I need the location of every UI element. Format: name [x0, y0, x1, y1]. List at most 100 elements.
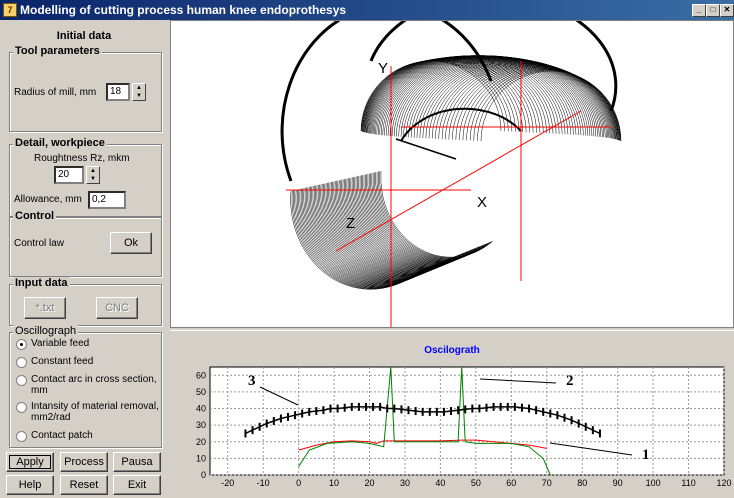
axis-z-line — [335, 110, 582, 252]
endoprosthesis-surface: Y X Z — [280, 21, 622, 327]
x-tick-label: 100 — [646, 478, 661, 488]
apply-button[interactable]: Apply — [6, 452, 54, 472]
surface-edge — [369, 21, 618, 112]
detail-workpiece-group: Detail, workpiece Roughtness Rz, mkm 20 … — [9, 137, 162, 217]
annotation-label-1: 1 — [642, 447, 650, 463]
radius-spinner[interactable]: ▲ ▼ — [132, 83, 146, 101]
radius-label: Radius of mill, mm — [14, 87, 97, 98]
title-bar: 7 Modelling of cutting process human kne… — [0, 0, 734, 20]
radio-constant-feed[interactable]: Constant feed — [16, 356, 93, 368]
x-tick-label: 110 — [681, 478, 695, 488]
y-tick-label: 50 — [196, 387, 206, 397]
mesh-line — [419, 59, 610, 138]
mesh-line — [459, 66, 619, 140]
window-title: Modelling of cutting process human knee … — [20, 3, 347, 17]
radio-contact-arc[interactable]: Contact arc in cross section, mm — [16, 374, 161, 396]
x-tick-label: 20 — [365, 478, 375, 488]
model-3d-view[interactable]: Y X Z — [170, 20, 734, 328]
annotation-leader — [259, 386, 299, 406]
mesh-line — [380, 170, 494, 258]
y-tick-label: 10 — [196, 453, 206, 463]
x-tick-label: 30 — [400, 478, 410, 488]
mesh-line — [445, 64, 617, 140]
allowance-label: Allowance, mm — [14, 194, 82, 205]
radio-dot[interactable] — [16, 375, 27, 386]
mesh-line — [379, 171, 493, 258]
y-tick-label: 0 — [201, 470, 206, 480]
mesh-line — [416, 59, 609, 138]
cnc-button[interactable]: CNC — [96, 297, 138, 319]
mesh-line — [376, 171, 490, 259]
y-tick-label: 60 — [196, 370, 206, 380]
mesh-line — [441, 63, 616, 140]
annotation-leader — [549, 442, 633, 456]
radius-input[interactable]: 18 — [106, 83, 130, 101]
surface-edge — [280, 21, 493, 182]
mesh-line — [408, 57, 605, 138]
panel-title: Initial data — [56, 30, 112, 42]
group-title: Detail, workpiece — [13, 137, 107, 149]
minimize-icon[interactable]: _ — [692, 3, 706, 17]
control-law-label: Control law — [14, 238, 65, 249]
radio-dot[interactable] — [16, 402, 27, 413]
mesh-line — [405, 57, 603, 138]
annotation-leader — [479, 378, 557, 384]
reset-button[interactable]: Reset — [60, 475, 108, 495]
group-title: Input data — [13, 277, 70, 289]
x-tick-label: 40 — [435, 478, 445, 488]
radio-intensity[interactable]: Intansity of material removal, mm2/rad — [16, 401, 161, 423]
roughness-spinner[interactable]: ▲ ▼ — [86, 166, 100, 184]
allowance-input[interactable]: 0,2 — [88, 191, 126, 209]
x-tick-label: 90 — [613, 478, 623, 488]
mesh-line — [435, 62, 614, 139]
close-icon[interactable]: ✕ — [720, 3, 734, 17]
maximize-icon[interactable]: □ — [706, 3, 720, 17]
exit-button[interactable]: Exit — [113, 475, 161, 495]
radio-dot[interactable] — [16, 339, 27, 350]
mesh-line — [367, 173, 483, 263]
radio-contact-patch[interactable]: Contact patch — [16, 430, 93, 442]
radio-dot[interactable] — [16, 431, 27, 442]
x-tick-label: -10 — [257, 478, 270, 488]
mesh-line — [462, 67, 619, 141]
annotation-label-3: 3 — [248, 373, 256, 389]
oscillograph-chart: -20 -10 0 10 20 30 40 50 60 70 80 90 100 110 120 0 10 20 3… — [196, 366, 732, 488]
x-tick-label: 120 — [716, 478, 731, 488]
mesh-line — [364, 174, 481, 264]
mesh-line — [366, 174, 482, 263]
help-button[interactable]: Help — [6, 475, 54, 495]
mesh-line — [377, 171, 492, 259]
x-tick-label: 10 — [329, 478, 339, 488]
control-group: Control Control law Ok — [9, 210, 162, 277]
radio-variable-feed[interactable]: Variable feed — [16, 338, 89, 350]
pausa-button[interactable]: Pausa — [113, 452, 161, 472]
group-title: Control — [13, 210, 57, 222]
oscillograph-group: Oscillograph Variable feed Constant feed… — [9, 325, 162, 448]
app-icon[interactable]: 7 — [3, 3, 17, 17]
annotation-label-2: 2 — [566, 373, 574, 389]
series-line-1 — [298, 439, 547, 451]
mesh-line — [455, 65, 618, 140]
x-tick-label: 0 — [296, 478, 301, 488]
x-tick-label: 80 — [577, 478, 587, 488]
y-tick-label: 40 — [196, 404, 206, 414]
oscillograph-panel: -20 -10 0 10 20 30 40 50 60 70 80 90 100 110 120 0 10 20 3… — [170, 330, 734, 498]
group-title: Oscillograph — [13, 325, 79, 337]
mesh-line — [398, 56, 598, 137]
y-tick-label: 20 — [196, 437, 206, 447]
group-title: Tool parameters — [13, 45, 102, 57]
tool-parameters-group: Tool parameters Radius of mill, mm 18 ▲ ▼ — [9, 45, 162, 132]
axis-y-label: Y — [378, 60, 388, 77]
roughness-input[interactable]: 20 — [54, 166, 84, 184]
ok-button[interactable]: Ok — [110, 232, 152, 254]
axis-z-label: Z — [346, 215, 355, 232]
mesh-line — [438, 62, 615, 139]
mesh-line — [368, 56, 547, 134]
process-button[interactable]: Process — [60, 452, 108, 472]
x-tick-label: 70 — [542, 478, 552, 488]
mesh-line — [422, 60, 611, 139]
left-panel: Initial data Tool parameters Radius of m… — [0, 20, 168, 498]
txt-button[interactable]: *.txt — [24, 297, 66, 319]
surface-edge — [400, 107, 522, 142]
radio-dot[interactable] — [16, 357, 27, 368]
